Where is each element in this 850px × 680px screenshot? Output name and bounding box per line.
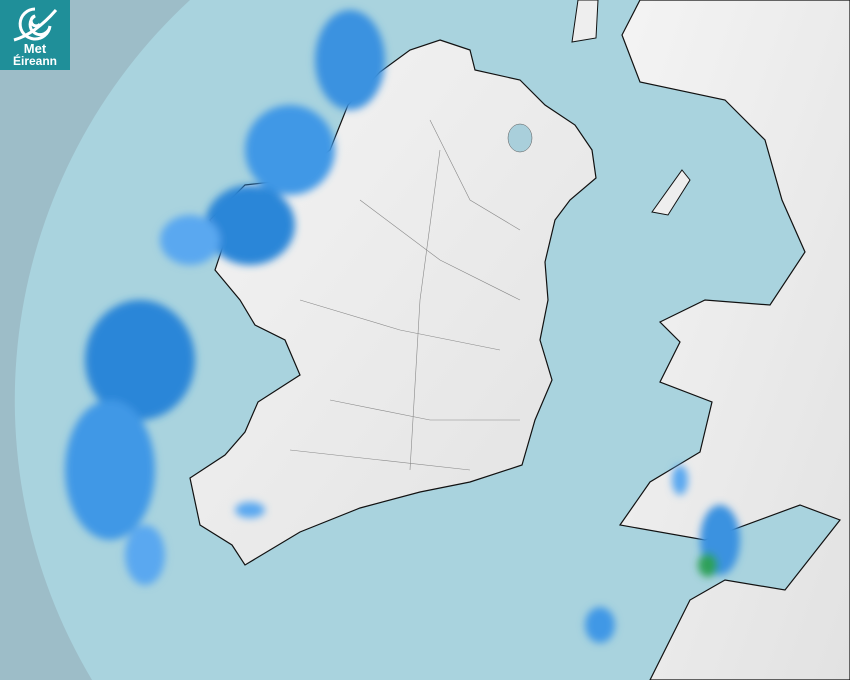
isle-of-man [651, 169, 691, 216]
logo-text-eireann: Éireann [12, 54, 57, 68]
britain-landmass [618, 0, 850, 680]
lough-neagh [507, 123, 533, 153]
logo-text-met: Met [23, 41, 47, 56]
swirl-logo-icon [13, 7, 58, 42]
met-eireann-logo[interactable]: Met Éireann [0, 0, 70, 70]
kintyre [571, 0, 599, 43]
rainfall-echoes [65, 10, 740, 643]
county-borders [289, 119, 521, 471]
